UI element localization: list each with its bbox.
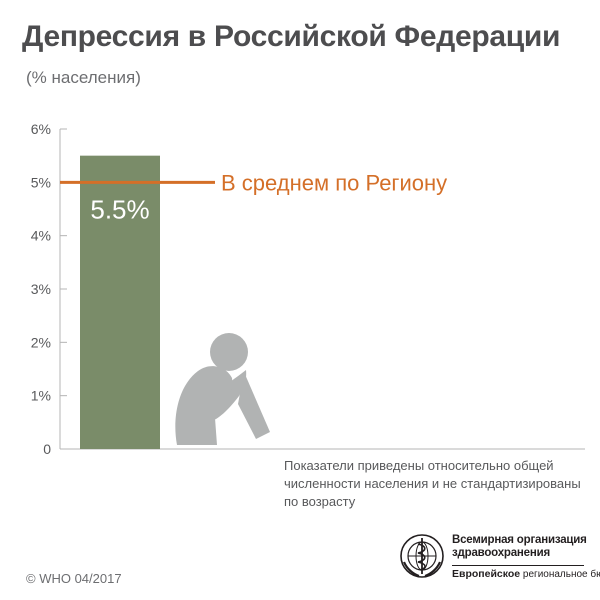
bar-value-label: 5.5%: [90, 195, 149, 225]
sitting-person-icon: [175, 333, 270, 445]
who-organization-name: Всемирная организация здравоохранения: [452, 534, 587, 559]
bar: [80, 155, 160, 449]
y-tick-label: 6%: [31, 121, 51, 137]
y-tick-label: 5%: [31, 174, 51, 190]
copyright: © WHO 04/2017: [26, 571, 122, 586]
who-office-rest: региональное бюро: [522, 569, 600, 580]
y-tick-label: 2%: [31, 334, 51, 350]
regional-average-label: В среднем по Региону: [221, 170, 447, 195]
y-tick-label: 3%: [31, 281, 51, 297]
y-tick-label: 1%: [31, 388, 51, 404]
divider: [452, 565, 584, 566]
chart-subtitle: (% населения): [26, 68, 141, 87]
who-regional-office: Европейское региональное бюро: [452, 568, 600, 581]
who-emblem-icon: [400, 534, 444, 578]
footnote: Показатели приведены относительно общей …: [284, 458, 581, 509]
who-logo: Всемирная организация здравоохранения Ев…: [398, 528, 600, 584]
y-tick-label: 0: [43, 441, 51, 457]
chart-title: Депрессия в Российской Федерации: [22, 20, 561, 53]
who-office-bold: Европейское: [452, 568, 521, 580]
y-tick-label: 4%: [31, 228, 51, 244]
